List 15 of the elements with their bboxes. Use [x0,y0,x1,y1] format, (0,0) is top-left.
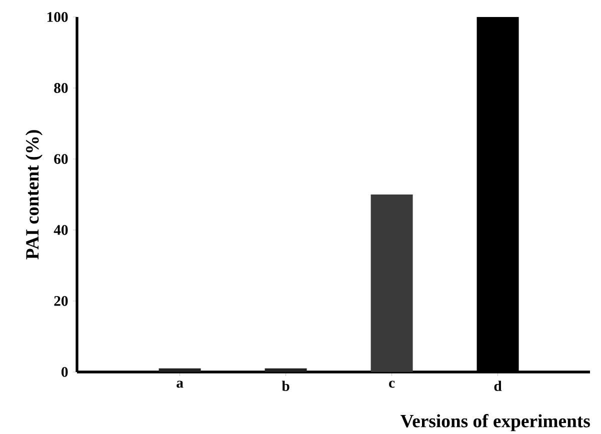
bar [158,368,201,372]
y-tick-label: 40 [54,225,68,235]
x-tick-label: a [176,380,184,388]
y-tick-label: 20 [54,296,68,306]
x-tick-label: b [282,380,290,392]
bar [370,194,413,372]
x-axis-title: Versions of experiments [400,414,590,432]
y-tick-label: 100 [47,12,68,22]
y-tick-label: 0 [62,367,68,377]
y-tick-label: 60 [54,154,68,164]
x-tick-label: d [494,380,502,392]
y-tick-label: 80 [54,83,68,93]
y-axis-title: PAI content (%) [26,130,42,260]
bar [264,368,307,372]
x-tick-label: c [389,380,395,388]
